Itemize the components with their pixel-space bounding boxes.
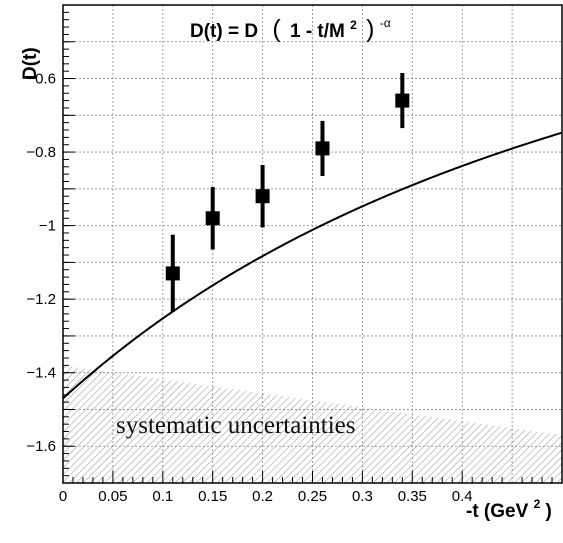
x-tick-label: 0.25 [298, 488, 327, 505]
data-point [205, 211, 220, 226]
systematic-band-label: systematic uncertainties [116, 412, 356, 439]
x-tick-label: 0.3 [352, 488, 373, 505]
data-point [255, 189, 270, 204]
chart-formula: D(t) = D ( 1 - t/M 2 ) -α [190, 13, 391, 43]
tick-layer [62, 4, 553, 484]
x-tick-label: 0.05 [98, 488, 127, 505]
systematic-band-layer [63, 365, 562, 483]
x-tick-label: 0.2 [252, 488, 273, 505]
x-axis-title-close: ) [546, 501, 552, 522]
grid-layer [63, 5, 562, 483]
x-tick-label: 0.1 [152, 488, 173, 505]
systematic-band [63, 365, 562, 483]
x-tick-label: 0.15 [198, 488, 227, 505]
x-axis-title: -t (GeV 2 ) [466, 492, 552, 522]
formula-paren-close: ) [366, 15, 374, 43]
formula-paren-open: ( [272, 15, 281, 43]
y-tick-label: −1.2 [26, 291, 56, 308]
tick-label-layer: 0 0.05 0.1 0.15 0.2 0.25 0.3 0.35 0.4 −0.6 −0.8 −1 −… [26, 71, 472, 505]
fit-curve-layer [63, 131, 562, 400]
formula-inner: 1 - t/M [290, 21, 345, 42]
x-tick-label: 0.35 [398, 488, 427, 505]
data-point [315, 141, 330, 156]
y-tick-label: −0.8 [26, 144, 56, 161]
y-tick-label: −1 [39, 218, 56, 235]
y-tick-label: −1.4 [26, 365, 56, 382]
formula-main: D(t) = D [190, 21, 258, 42]
formula-exponent: -α [380, 16, 391, 30]
data-point [165, 266, 180, 281]
x-axis-title-sup: 2 [534, 497, 541, 511]
y-axis-title: D(t) [20, 47, 41, 80]
x-tick-label: 0.4 [452, 488, 473, 505]
x-tick-label: 0 [59, 488, 67, 505]
data-point [395, 93, 410, 108]
formula-inner-sup: 2 [350, 18, 357, 32]
y-tick-label: −0.6 [26, 71, 56, 88]
y-tick-label: −1.6 [26, 438, 56, 455]
x-axis-title-main: -t (GeV [466, 501, 529, 522]
fit-curve [63, 131, 562, 400]
data-point-layer [165, 73, 410, 313]
